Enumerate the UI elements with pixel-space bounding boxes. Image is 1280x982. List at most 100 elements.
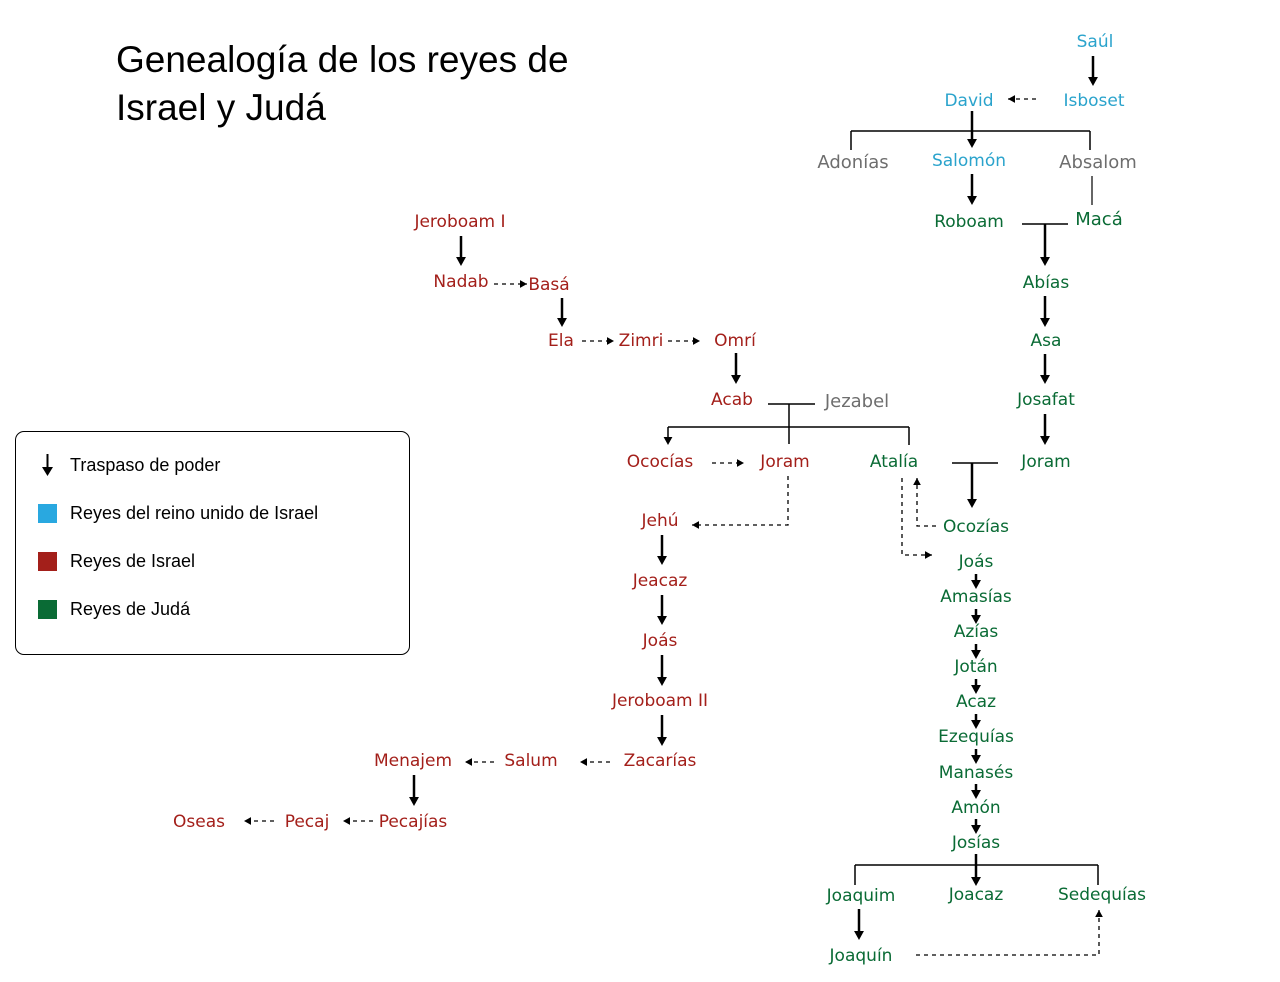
node-azias: Azías [953,622,999,642]
node-sedequias: Sedequías [1057,885,1147,905]
dashed-connector-23 [901,478,932,556]
arrowhead-26 [971,580,981,589]
node-zacarias: Zacarías [623,751,697,771]
legend-juda-label: Reyes de Judá [70,599,191,619]
arrowhead-38 [971,790,981,799]
node-ela: Ela [548,331,574,351]
node-jezabel: Jezabel [824,391,890,412]
arrowhead-42 [971,877,981,886]
arrowhead-52 [520,280,527,288]
node-salomon: Salomón [931,151,1007,171]
node-adonias: Adonías [817,152,889,173]
arrowhead-78 [580,758,587,766]
node-joas-israel: Joás [642,631,678,651]
arrowhead-14 [1040,318,1050,327]
legend-item-juda: Reyes de Judá [38,599,190,620]
dashed-connector-21 [916,478,936,527]
node-asa: Asa [1030,331,1062,351]
node-acab: Acab [711,390,753,410]
arrowhead-22 [913,478,921,485]
arrowhead-36 [971,755,981,764]
node-ocozias-juda: Ocozías [942,517,1010,537]
dashed-connector-47 [916,910,1100,956]
node-amasias: Amasías [940,587,1012,607]
node-absalom: Absalom [1059,152,1137,173]
node-jeroboam-2: Jeroboam II [611,691,709,711]
arrowhead-54 [557,318,567,327]
node-ococias-israel: Ococías [626,452,694,472]
legend-arrow-label: Traspaso de poder [70,454,221,475]
arrowhead-72 [657,616,667,625]
arrowhead-76 [657,737,667,746]
arrowhead-56 [607,337,614,345]
arrowhead-16 [1040,375,1050,384]
arrowhead-9 [967,196,977,205]
arrowhead-34 [971,720,981,729]
node-joaquim: Joaquim [826,886,896,906]
legend-israel-label: Reyes de Israel [70,551,196,571]
arrowhead-48 [1095,910,1103,917]
node-pecajias: Pecajías [378,812,448,832]
node-saul: Saúl [1076,32,1114,52]
juda-swatch [38,600,57,619]
node-abias: Abías [1022,273,1070,293]
arrowhead-24 [925,551,932,559]
node-jeacaz: Jeacaz [632,571,688,591]
arrowhead-40 [971,825,981,834]
node-basa: Basá [528,275,570,295]
node-roboam: Roboam [934,212,1004,232]
arrowhead-28 [971,615,981,624]
node-jehu: Jehú [641,511,679,531]
arrowhead-1 [1088,77,1098,86]
node-salum: Salum [504,751,558,771]
node-joram-israel: Joram [760,452,810,472]
arrowhead-82 [409,797,419,806]
node-josafat: Josafat [1017,390,1075,410]
arrowhead-63 [663,437,673,445]
arrowhead-70 [657,556,667,565]
node-omri: Omrí [714,331,756,351]
arrowhead-46 [854,931,864,940]
arrowhead-20 [967,499,977,508]
node-pecaj: Pecaj [284,812,330,832]
node-menajem: Menajem [373,751,453,771]
node-joas-juda: Joás [958,552,994,572]
title-line-1: Genealogía de los reyes de [116,39,569,80]
node-atalia: Atalía [869,452,919,472]
arrowhead-30 [971,650,981,659]
node-amon: Amón [951,798,1001,818]
arrowhead-60 [731,375,741,384]
legend-box: Traspaso de poder Reyes del reino unido … [15,431,410,655]
arrowhead-68 [692,521,699,529]
node-josias: Josías [951,833,1001,853]
node-acaz: Acaz [955,692,997,712]
node-jeroboam-1: Jeroboam I [414,212,506,232]
arrowhead-84 [343,817,350,825]
legend-item-united: Reyes del reino unido de Israel [38,503,318,524]
arrowhead-86 [244,817,251,825]
legend-united-label: Reyes del reino unido de Israel [70,503,319,523]
arrowhead-7 [967,139,977,148]
node-oseas: Oseas [173,812,225,832]
node-maca: Macá [1075,209,1123,230]
title-line-2: Israel y Judá [116,87,326,128]
arrowhead-50 [456,257,466,266]
arrowhead-3 [1008,95,1015,103]
node-ezequias: Ezequías [938,727,1014,747]
node-manases: Manasés [938,763,1014,783]
arrowhead-32 [971,685,981,694]
node-zimri: Zimri [618,331,664,351]
arrow-icon [42,454,53,476]
arrowhead-12 [1040,257,1050,266]
node-nadab: Nadab [433,272,489,292]
israel-swatch [38,552,57,571]
arrowhead-18 [1040,436,1050,445]
arrowhead-74 [657,677,667,686]
arrowhead-58 [693,337,700,345]
arrowhead-66 [737,459,744,467]
node-david: David [944,91,994,111]
united-swatch [38,504,57,523]
node-jotan: Jotán [954,657,998,677]
